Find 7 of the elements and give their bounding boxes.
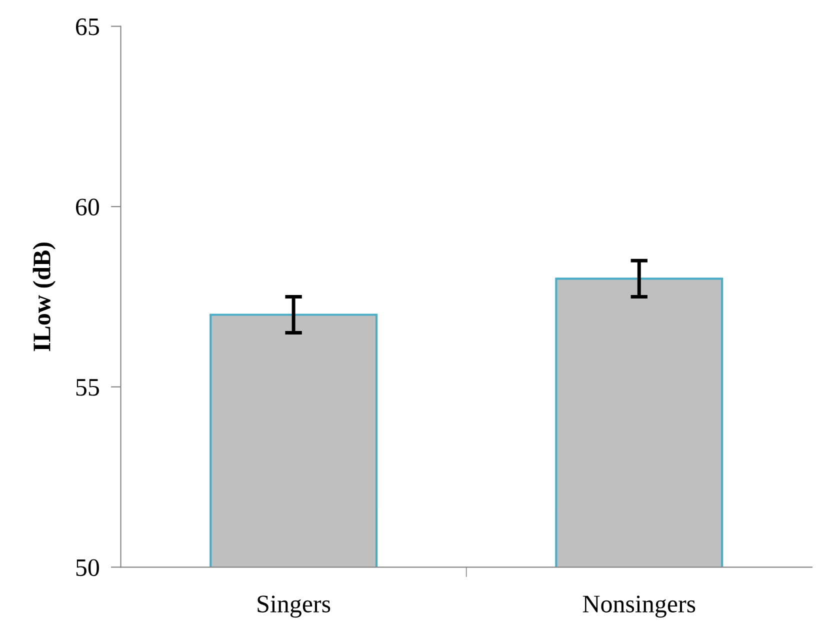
- y-tick-label: 50: [76, 559, 99, 576]
- y-axis-title: ILow (dB): [32, 242, 56, 352]
- y-tick-label: 65: [76, 18, 99, 36]
- y-tick-label: 55: [76, 379, 99, 396]
- y-tick-label: 60: [76, 198, 99, 216]
- x-tick-label: Singers: [258, 596, 330, 618]
- x-tick-label: Nonsingers: [582, 596, 696, 618]
